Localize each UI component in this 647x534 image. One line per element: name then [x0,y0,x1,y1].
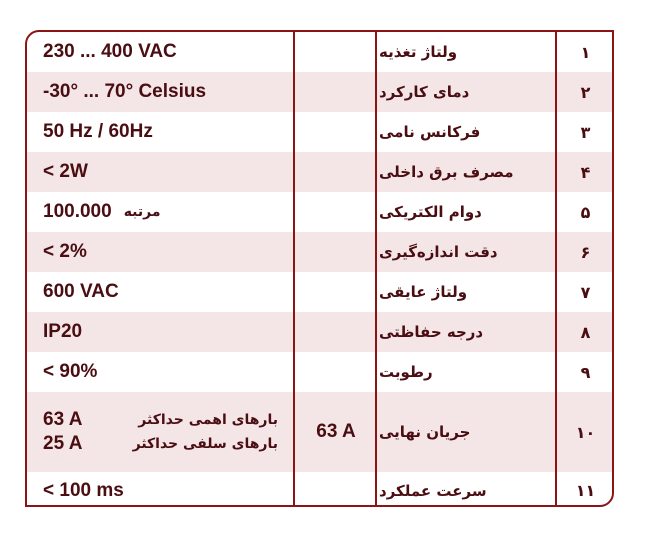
number-cell: ۸ [580,322,591,342]
spec-table: 230 ... 400 VAC ولتاژ تغذیه ۱ -30° ... 7… [25,30,614,507]
table-row: 50 Hz / 60Hz فرکانس نامی ۳ [27,112,612,152]
sub-value-text: 63 A [43,409,83,430]
sub-value-label: بارهای اهمی حداکثر [138,412,278,428]
table-row: 63 A بارهای اهمی حداکثر 25 A بارهای سلفی ح… [27,392,612,472]
sub-value-text: 25 A [43,433,83,454]
label-cell: فرکانس نامی [379,123,481,141]
number-cell: ۴ [580,162,591,182]
table-row: 100.000 مرتبه دوام الکتریکی ۵ [27,192,612,232]
label-cell: دقت اندازه‌گیری [379,243,498,261]
label-cell: دمای کارکرد [379,83,470,101]
table-row: < 2W مصرف برق داخلی ۴ [27,152,612,192]
sub-value-label: بارهای سلفی حداکثر [132,436,278,452]
number-cell: ۱۰ [575,422,596,442]
label-cell: رطوبت [379,363,433,381]
number-cell: ۲ [580,82,591,102]
value-cell: 50 Hz / 60Hz [43,121,153,142]
table-row: IP20 درجه حفاظتی ۸ [27,312,612,352]
number-cell: ۱۱ [575,481,596,500]
value-cell: < 90% [43,361,98,382]
value-cell: 600 VAC [43,281,119,302]
table-row: -30° ... 70° Celsius دمای کارکرد ۲ [27,72,612,112]
value-cell: < 2% [43,241,87,262]
value-text: 100.000 [43,201,112,222]
table-row: 230 ... 400 VAC ولتاژ تغذیه ۱ [27,32,612,72]
number-cell: ۷ [580,282,591,302]
mid-cell: 63 A [316,421,356,442]
value-cell: -30° ... 70° Celsius [43,81,207,102]
label-cell: جریان نهایی [379,423,471,441]
table-row: < 90% رطوبت ۹ [27,352,612,392]
table-row: < 100 ms سرعت عملکرد ۱۱ [27,472,612,505]
label-cell: درجه حفاظتی [379,323,484,341]
number-cell: ۱ [580,42,591,62]
table-row: < 2% دقت اندازه‌گیری ۶ [27,232,612,272]
unit-text: مرتبه [123,204,161,220]
sub-value: 63 A بارهای اهمی حداکثر [43,408,278,432]
label-cell: ولتاژ تغذیه [379,43,458,61]
column-divider [375,32,377,505]
value-cell: < 2W [43,161,88,182]
column-divider [555,32,557,505]
value-cell: < 100 ms [43,479,124,501]
column-divider [293,32,295,505]
label-cell: دوام الکتریکی [379,203,482,221]
number-cell: ۹ [580,362,591,382]
label-cell: مصرف برق داخلی [379,163,514,181]
label-cell: ولتاژ عایقی [379,283,468,301]
number-cell: ۵ [580,202,591,222]
table-row: 600 VAC ولتاژ عایقی ۷ [27,272,612,312]
label-cell: سرعت عملکرد [379,481,487,500]
number-cell: ۳ [580,122,591,142]
value-cell: IP20 [43,321,83,342]
value-cell: 230 ... 400 VAC [43,41,177,62]
sub-value: 25 A بارهای سلفی حداکثر [43,432,278,456]
value-cell: 100.000 مرتبه [43,192,293,232]
value-cell: 63 A بارهای اهمی حداکثر 25 A بارهای سلفی ح… [43,392,293,472]
number-cell: ۶ [580,242,591,262]
